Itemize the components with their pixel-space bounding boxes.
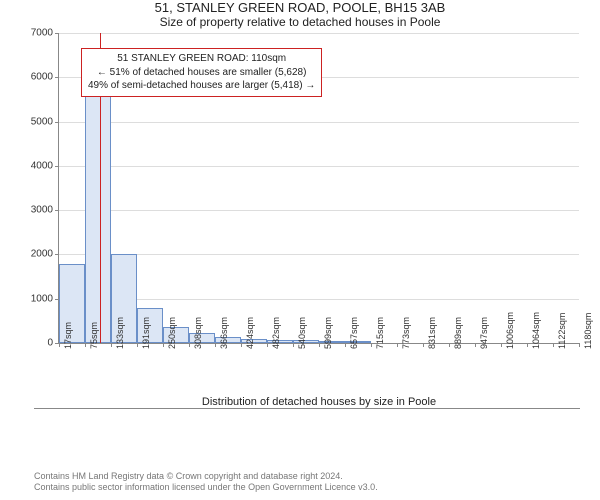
grid-line [59, 33, 579, 34]
y-tick-label: 6000 [31, 72, 59, 83]
x-axis-label: Distribution of detached houses by size … [58, 396, 580, 408]
x-tick-mark [475, 343, 476, 347]
x-tick-label: 17sqm [63, 322, 73, 349]
figure-subtitle: Size of property relative to detached ho… [0, 15, 600, 29]
x-tick-mark [189, 343, 190, 347]
x-tick-label: 133sqm [115, 317, 125, 349]
grid-line [59, 299, 579, 300]
x-tick-label: 424sqm [245, 317, 255, 349]
x-tick-mark [215, 343, 216, 347]
y-tick-label: 5000 [31, 116, 59, 127]
x-tick-mark [241, 343, 242, 347]
x-tick-mark [59, 343, 60, 347]
x-tick-label: 308sqm [193, 317, 203, 349]
x-tick-mark [111, 343, 112, 347]
x-tick-label: 773sqm [401, 317, 411, 349]
footer-line1: Contains HM Land Registry data © Crown c… [34, 471, 378, 483]
x-tick-mark [501, 343, 502, 347]
grid-line [59, 166, 579, 167]
x-tick-label: 1180sqm [583, 313, 593, 349]
x-tick-label: 657sqm [349, 317, 359, 349]
y-tick-label: 2000 [31, 249, 59, 260]
x-tick-mark [137, 343, 138, 347]
x-tick-mark [449, 343, 450, 347]
x-tick-label: 366sqm [219, 317, 229, 349]
x-tick-mark [371, 343, 372, 347]
grid-line [59, 254, 579, 255]
x-tick-label: 250sqm [167, 317, 177, 349]
x-tick-label: 599sqm [323, 317, 333, 349]
y-tick-label: 0 [47, 338, 59, 349]
y-tick-label: 3000 [31, 205, 59, 216]
x-tick-mark [85, 343, 86, 347]
annotation-line: 51 STANLEY GREEN ROAD: 110sqm [88, 52, 315, 66]
annotation-box: 51 STANLEY GREEN ROAD: 110sqm← 51% of de… [81, 48, 322, 97]
x-tick-label: 482sqm [271, 317, 281, 349]
x-tick-mark [527, 343, 528, 347]
x-tick-mark [397, 343, 398, 347]
x-tick-mark [293, 343, 294, 347]
y-tick-label: 1000 [31, 293, 59, 304]
x-tick-mark [163, 343, 164, 347]
grid-line [59, 210, 579, 211]
figure-title: 51, STANLEY GREEN ROAD, POOLE, BH15 3AB [0, 0, 600, 15]
x-tick-label: 191sqm [141, 317, 151, 349]
x-tick-mark [579, 343, 580, 347]
x-tick-label: 540sqm [297, 317, 307, 349]
plot-area: 0100020003000400050006000700017sqm75sqm1… [58, 33, 579, 344]
footer-line2: Contains public sector information licen… [34, 482, 378, 494]
grid-line [59, 122, 579, 123]
x-tick-mark [345, 343, 346, 347]
x-tick-mark [553, 343, 554, 347]
annotation-line: 49% of semi-detached houses are larger (… [88, 79, 315, 93]
y-tick-label: 4000 [31, 160, 59, 171]
x-tick-mark [423, 343, 424, 347]
x-tick-label: 1122sqm [557, 313, 567, 349]
y-tick-label: 7000 [31, 28, 59, 39]
figure-container: 51, STANLEY GREEN ROAD, POOLE, BH15 3AB … [0, 0, 600, 500]
x-tick-mark [267, 343, 268, 347]
histogram-bar [85, 89, 111, 343]
x-tick-label: 947sqm [479, 317, 489, 349]
annotation-line: ← 51% of detached houses are smaller (5,… [88, 66, 315, 80]
x-tick-label: 1006sqm [505, 312, 515, 349]
chart-area: 0100020003000400050006000700017sqm75sqm1… [58, 33, 580, 408]
x-tick-label: 715sqm [375, 317, 385, 349]
x-tick-label: 1064sqm [531, 312, 541, 349]
footer-text: Contains HM Land Registry data © Crown c… [34, 471, 378, 494]
x-tick-mark [319, 343, 320, 347]
footer-divider [34, 408, 580, 409]
x-tick-label: 831sqm [427, 317, 437, 349]
x-tick-label: 889sqm [453, 317, 463, 349]
x-tick-label: 75sqm [89, 322, 99, 349]
